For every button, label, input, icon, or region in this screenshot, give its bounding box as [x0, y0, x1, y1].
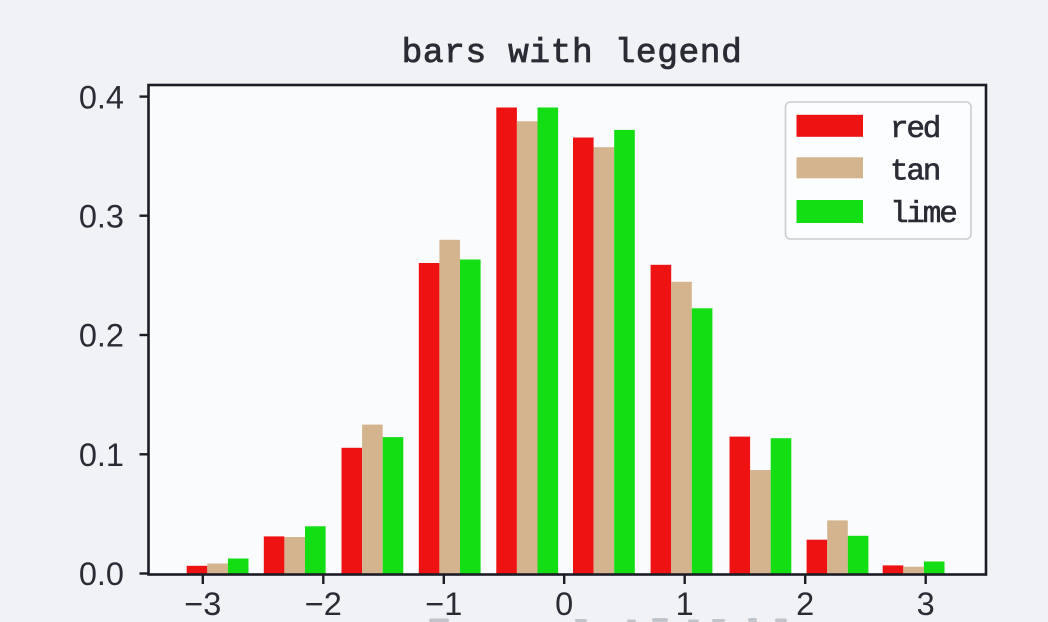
svg-text:lime: lime [890, 197, 956, 232]
svg-text:2: 2 [796, 586, 814, 622]
svg-text:red: red [890, 112, 939, 147]
svg-text:bars with legend: bars with legend [402, 34, 743, 73]
svg-text:0.2: 0.2 [79, 318, 124, 354]
svg-text:tan: tan [890, 155, 939, 190]
svg-text:0.1: 0.1 [79, 437, 124, 473]
svg-text:−2: −2 [305, 586, 342, 622]
svg-text:3: 3 [917, 586, 935, 622]
svg-text:−3: −3 [184, 586, 221, 622]
svg-text:0: 0 [555, 586, 573, 622]
svg-text:0.0: 0.0 [79, 556, 124, 592]
svg-text:0.4: 0.4 [79, 79, 124, 115]
svg-text:0.3: 0.3 [79, 198, 124, 234]
svg-text:−1: −1 [425, 586, 462, 622]
svg-text:1: 1 [676, 586, 694, 622]
